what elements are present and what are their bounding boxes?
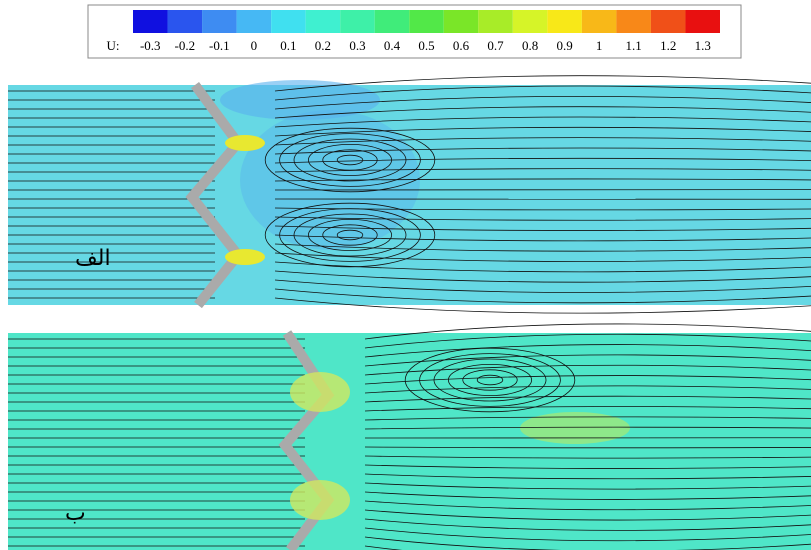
colorbar-swatch	[547, 10, 582, 33]
colorbar-tick-label: 0.3	[349, 38, 365, 53]
colorbar-tick-label: 1	[596, 38, 603, 53]
colorbar-swatch	[444, 10, 479, 33]
colorbar-swatch	[409, 10, 444, 33]
colorbar-tick-label: -0.1	[209, 38, 230, 53]
figure: U: -0.3 -0.2 -0.1 0 0.1 0.2 0.3 0.4 0.5 0.6 0.7 0.8…	[0, 0, 811, 550]
colorbar-swatch	[306, 10, 341, 33]
high-velocity	[290, 372, 350, 412]
colorbar-tick-label: 0.9	[556, 38, 572, 53]
page: U: -0.3 -0.2 -0.1 0 0.1 0.2 0.3 0.4 0.5 0.6 0.7 0.8…	[0, 0, 811, 550]
colorbar-swatch	[133, 10, 168, 33]
colorbar-swatch	[478, 10, 513, 33]
colorbar-label: U:	[107, 38, 120, 53]
colorbar-tick-label: 0.1	[280, 38, 296, 53]
colorbar-swatch	[202, 10, 237, 33]
panel-b: ب	[8, 324, 811, 550]
colorbar-swatch	[375, 10, 410, 33]
high-velocity	[225, 135, 265, 151]
high-velocity	[225, 249, 265, 265]
high-velocity	[290, 480, 350, 520]
colorbar-swatch	[616, 10, 651, 33]
colorbar-swatch	[237, 10, 272, 33]
colorbar-swatch	[168, 10, 203, 33]
colorbar-tick-label: 0	[251, 38, 258, 53]
colorbar-swatch	[340, 10, 375, 33]
colorbar-tick-label: 0.5	[418, 38, 434, 53]
streamline	[365, 437, 811, 438]
colorbar-swatch	[651, 10, 686, 33]
colorbar-tick-label: 1.1	[626, 38, 642, 53]
low-velocity	[220, 80, 380, 120]
colorbar-tick-label: 0.4	[384, 38, 401, 53]
colorbar-tick-label: 0.8	[522, 38, 538, 53]
colorbar-tick-label: 0.7	[487, 38, 504, 53]
panel-label: الف	[75, 246, 111, 271]
colorbar-tick-label: 1.3	[695, 38, 711, 53]
colorbar-swatch	[513, 10, 548, 33]
colorbar-tick-label: -0.3	[140, 38, 161, 53]
panel-a: الف	[8, 76, 811, 313]
colorbar-swatch	[271, 10, 306, 33]
colorbar-tick-label: 0.6	[453, 38, 470, 53]
colorbar-tick-label: -0.2	[174, 38, 195, 53]
colorbar-swatch	[685, 10, 720, 33]
colorbar-swatch	[582, 10, 617, 33]
panel-label: ب	[65, 501, 86, 526]
colorbar-tick-label: 1.2	[660, 38, 676, 53]
colorbar-tick-label: 0.2	[315, 38, 331, 53]
colorbar: -0.3 -0.2 -0.1 0 0.1 0.2 0.3 0.4 0.5 0.6 0.7 0.8 0.9…	[133, 10, 720, 53]
